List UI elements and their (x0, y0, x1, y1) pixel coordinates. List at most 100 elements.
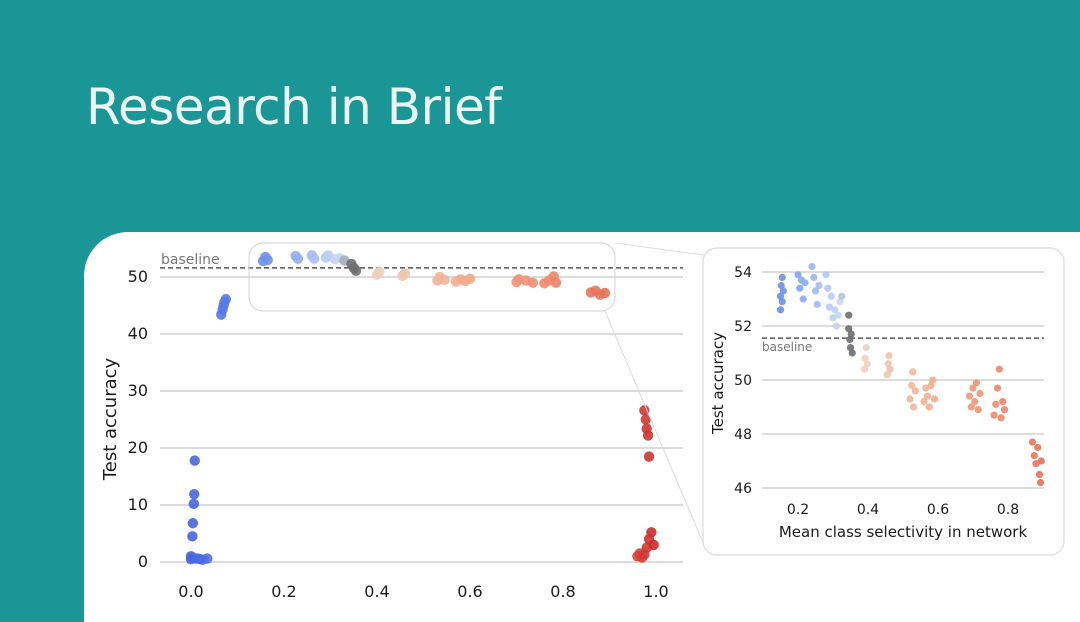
data-point (776, 306, 785, 314)
data-point (860, 365, 869, 373)
data-point (847, 330, 855, 338)
x-tick-label: 0.8 (997, 502, 1019, 518)
zoom-connector-bottom (604, 310, 705, 546)
inset-panel (702, 247, 1065, 556)
data-point (836, 298, 844, 306)
y-tick-label: 0 (138, 552, 148, 571)
y-tick-label: 52 (734, 319, 752, 335)
data-point (909, 403, 918, 411)
data-point (188, 498, 199, 510)
data-point (1034, 443, 1042, 452)
data-point (976, 389, 984, 398)
data-point (883, 371, 891, 379)
data-point (969, 384, 977, 392)
data-point (923, 392, 932, 400)
data-point (527, 277, 538, 288)
data-point (777, 281, 785, 290)
x-tick-label: 1.0 (643, 582, 668, 601)
data-point (971, 398, 979, 406)
data-point (965, 392, 974, 400)
data-point (1000, 406, 1009, 414)
x-tick-label: 0.8 (550, 582, 575, 601)
data-point (925, 403, 933, 411)
data-point (831, 306, 839, 314)
data-point (967, 403, 975, 411)
data-point (930, 395, 939, 403)
data-point (992, 400, 1000, 408)
inset-scatter-chart: 46 48 50 52 54 0.2 0.4 0.6 0.8 baseline Test accur… (709, 263, 1045, 541)
data-point (796, 284, 804, 292)
data-point (815, 281, 823, 290)
zoom-region-box (248, 242, 616, 312)
data-point (832, 322, 841, 330)
data-point (863, 360, 871, 368)
data-point (599, 287, 611, 299)
baseline-label: baseline (762, 340, 812, 354)
data-point (799, 295, 807, 303)
data-point (778, 298, 786, 306)
data-point (808, 263, 816, 271)
data-point (202, 553, 213, 564)
data-point (399, 268, 411, 279)
data-point (187, 518, 199, 529)
data-point (997, 414, 1005, 422)
data-point (848, 349, 856, 357)
data-point (834, 311, 842, 319)
x-tick-label: 0.4 (857, 502, 879, 518)
data-point (822, 271, 830, 279)
data-point (906, 395, 914, 403)
data-point (824, 284, 832, 292)
data-point (885, 352, 893, 360)
data-point (1028, 438, 1037, 446)
data-point (639, 405, 650, 416)
data-point (811, 287, 820, 295)
data-point (189, 455, 200, 466)
data-point (884, 360, 892, 368)
x-tick-label: 0.2 (787, 502, 809, 518)
data-point (995, 365, 1003, 373)
data-point (1036, 479, 1045, 487)
data-point (909, 368, 917, 376)
data-point (464, 273, 476, 284)
y-tick-label: 54 (734, 265, 752, 281)
data-point (640, 414, 651, 425)
data-point (778, 273, 786, 281)
data-point (187, 531, 198, 542)
data-point (1030, 452, 1038, 460)
x-tick-label: 0.4 (364, 582, 389, 601)
y-tick-label: 50 (128, 267, 148, 286)
data-point (350, 265, 362, 276)
data-point (838, 292, 846, 300)
data-point (911, 387, 919, 395)
baseline-label: baseline (161, 252, 220, 268)
data-point (262, 254, 273, 266)
data-point (929, 376, 937, 384)
data-point (439, 274, 450, 286)
chart-canvas: 0 10 20 30 40 50 0.0 0.2 0.4 0.6 0.8 1.0 baseline Tes… (100, 242, 1065, 601)
y-axis-label: Test accuracy (100, 357, 121, 481)
data-point (550, 277, 562, 288)
y-tick-label: 40 (128, 324, 148, 343)
data-point (801, 279, 809, 287)
data-point (927, 381, 935, 389)
data-point (920, 398, 928, 406)
x-tick-label: 0.0 (178, 582, 203, 601)
data-point (810, 273, 818, 281)
data-point (794, 271, 802, 279)
data-point (846, 344, 855, 352)
main-scatter-chart: 0 10 20 30 40 50 0.0 0.2 0.4 0.6 0.8 1.0 baseline Tes… (100, 250, 683, 601)
data-point (648, 539, 659, 551)
data-point (886, 365, 894, 373)
data-point (1035, 470, 1044, 479)
y-tick-label: 10 (128, 495, 148, 514)
data-point (813, 300, 821, 308)
data-point (309, 253, 320, 264)
data-point (776, 292, 785, 300)
data-point (990, 411, 998, 419)
data-point (862, 344, 870, 352)
data-point (827, 292, 835, 300)
data-point (845, 311, 853, 319)
x-axis-label: Mean class selectivity in network (779, 523, 1028, 541)
data-point (846, 335, 854, 344)
data-point (642, 430, 654, 441)
